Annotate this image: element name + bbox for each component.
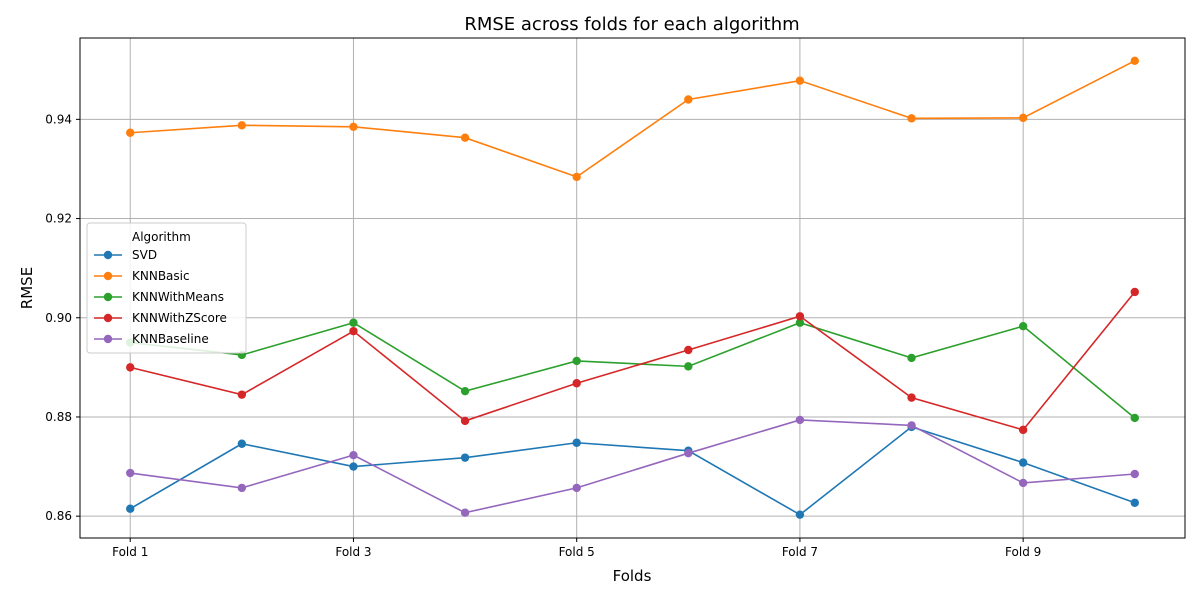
data-point-knnwithmeans: [572, 356, 581, 366]
x-axis-ticks: Fold 1 Fold 3 Fold 5 Fold 7 Fold 9: [112, 538, 1041, 559]
y-tick-label: 0.88: [45, 410, 72, 424]
series-line-knnbasic: [130, 60, 1136, 178]
legend-marker-knnbaseline: [103, 334, 113, 344]
data-point-knnwithmeans: [1130, 413, 1139, 423]
data-point-svd: [460, 453, 470, 462]
y-tick-label: 0.90: [45, 311, 72, 325]
series-knnbasic: [126, 56, 1139, 182]
legend-entry-knnwithzscore: KNNWithZScore: [132, 311, 227, 325]
data-point-knnwithzscore: [460, 416, 470, 426]
series-knnwithzscore: [126, 287, 1139, 435]
data-point-knnbaseline: [907, 421, 916, 430]
x-tick-label: Fold 3: [335, 545, 371, 559]
series-knnwithmeans: [126, 318, 1139, 423]
x-tick-label: Fold 9: [1005, 545, 1041, 559]
series-line-knnbaseline: [130, 419, 1135, 514]
data-point-knnwithmeans: [349, 318, 358, 327]
legend-entry-svd: SVD: [132, 248, 157, 262]
data-point-knnwithmeans: [1018, 321, 1028, 331]
data-point-knnwithzscore: [1018, 425, 1028, 435]
data-point-knnwithzscore: [572, 379, 581, 388]
data-point-svd: [1130, 498, 1139, 507]
data-point-knnbaseline: [572, 483, 581, 493]
x-tick-label: Fold 1: [112, 545, 148, 559]
x-axis-label: Folds: [613, 567, 652, 585]
series-line-svd: [129, 425, 1136, 516]
data-point-knnbasic: [1130, 56, 1139, 66]
data-point-knnbasic: [795, 76, 805, 85]
data-point-knnwithzscore: [349, 326, 358, 336]
data-point-knnwithzscore: [795, 312, 805, 321]
legend-title: Algorithm: [132, 230, 191, 244]
y-axis-label: RMSE: [18, 267, 36, 309]
data-point-knnbaseline: [126, 468, 135, 478]
data-point-knnwithmeans: [460, 386, 470, 396]
y-axis-ticks: 0.86 0.88 0.90 0.92 0.94: [45, 112, 80, 523]
data-point-svd: [349, 462, 358, 471]
data-point-svd: [1018, 458, 1028, 467]
y-tick-label: 0.86: [45, 509, 72, 523]
data-point-knnbaseline: [795, 415, 805, 425]
series-line-knnwithmeans: [130, 321, 1136, 419]
legend-entry-knnwithmeans: KNNWithMeans: [132, 290, 224, 304]
data-point-knnwithmeans: [795, 318, 805, 327]
data-point-knnbaseline: [1018, 478, 1028, 488]
data-point-knnbasic: [572, 172, 581, 182]
x-tick-label: Fold 5: [559, 545, 595, 559]
data-point-knnbasic: [349, 122, 358, 131]
data-point-knnbasic: [907, 114, 916, 123]
data-point-knnwithzscore: [126, 363, 135, 372]
x-tick-label: Fold 7: [782, 545, 818, 559]
data-point-knnwithmeans: [684, 362, 693, 371]
y-tick-label: 0.92: [45, 212, 72, 226]
legend-marker-knnbasic: [103, 271, 113, 281]
legend-entry-knnbasic: KNNBasic: [132, 269, 190, 283]
data-point-knnwithmeans: [907, 353, 916, 363]
series-layer: [126, 56, 1139, 519]
data-point-knnbasic: [126, 128, 135, 137]
data-point-svd: [126, 504, 135, 513]
data-point-svd: [795, 510, 805, 519]
data-point-knnbaseline: [237, 483, 247, 493]
legend-marker-svd: [103, 250, 113, 260]
data-point-knnbaseline: [460, 508, 470, 517]
legend-marker-knnwithmeans: [103, 292, 113, 302]
data-point-knnwithzscore: [237, 390, 247, 399]
legend-marker-knnwithzscore: [103, 313, 113, 323]
data-point-svd: [572, 438, 581, 447]
data-point-knnwithzscore: [684, 345, 693, 355]
chart-title: RMSE across folds for each algorithm: [464, 14, 799, 35]
data-point-knnbaseline: [349, 450, 358, 460]
data-point-knnbasic: [460, 133, 470, 142]
data-point-knnbasic: [237, 121, 247, 130]
data-point-knnbaseline: [1130, 469, 1139, 479]
data-point-knnwithzscore: [1130, 287, 1139, 297]
data-point-knnbasic: [684, 95, 693, 104]
data-point-knnwithzscore: [907, 393, 916, 402]
data-point-knnbaseline: [684, 448, 693, 458]
data-point-svd: [237, 439, 247, 448]
legend: Algorithm SVD KNNBasic KNNWithMeans KNNWithZ…: [86, 222, 247, 354]
legend-entry-knnbaseline: KNNBaseline: [132, 332, 209, 346]
series-line-knnwithzscore: [130, 291, 1136, 431]
y-tick-label: 0.94: [45, 112, 72, 126]
legend-box: [86, 222, 247, 354]
plot-frame: [79, 37, 1186, 539]
data-point-knnbasic: [1018, 113, 1028, 123]
series-knnbaseline: [126, 415, 1139, 517]
grid: [80, 38, 1185, 538]
